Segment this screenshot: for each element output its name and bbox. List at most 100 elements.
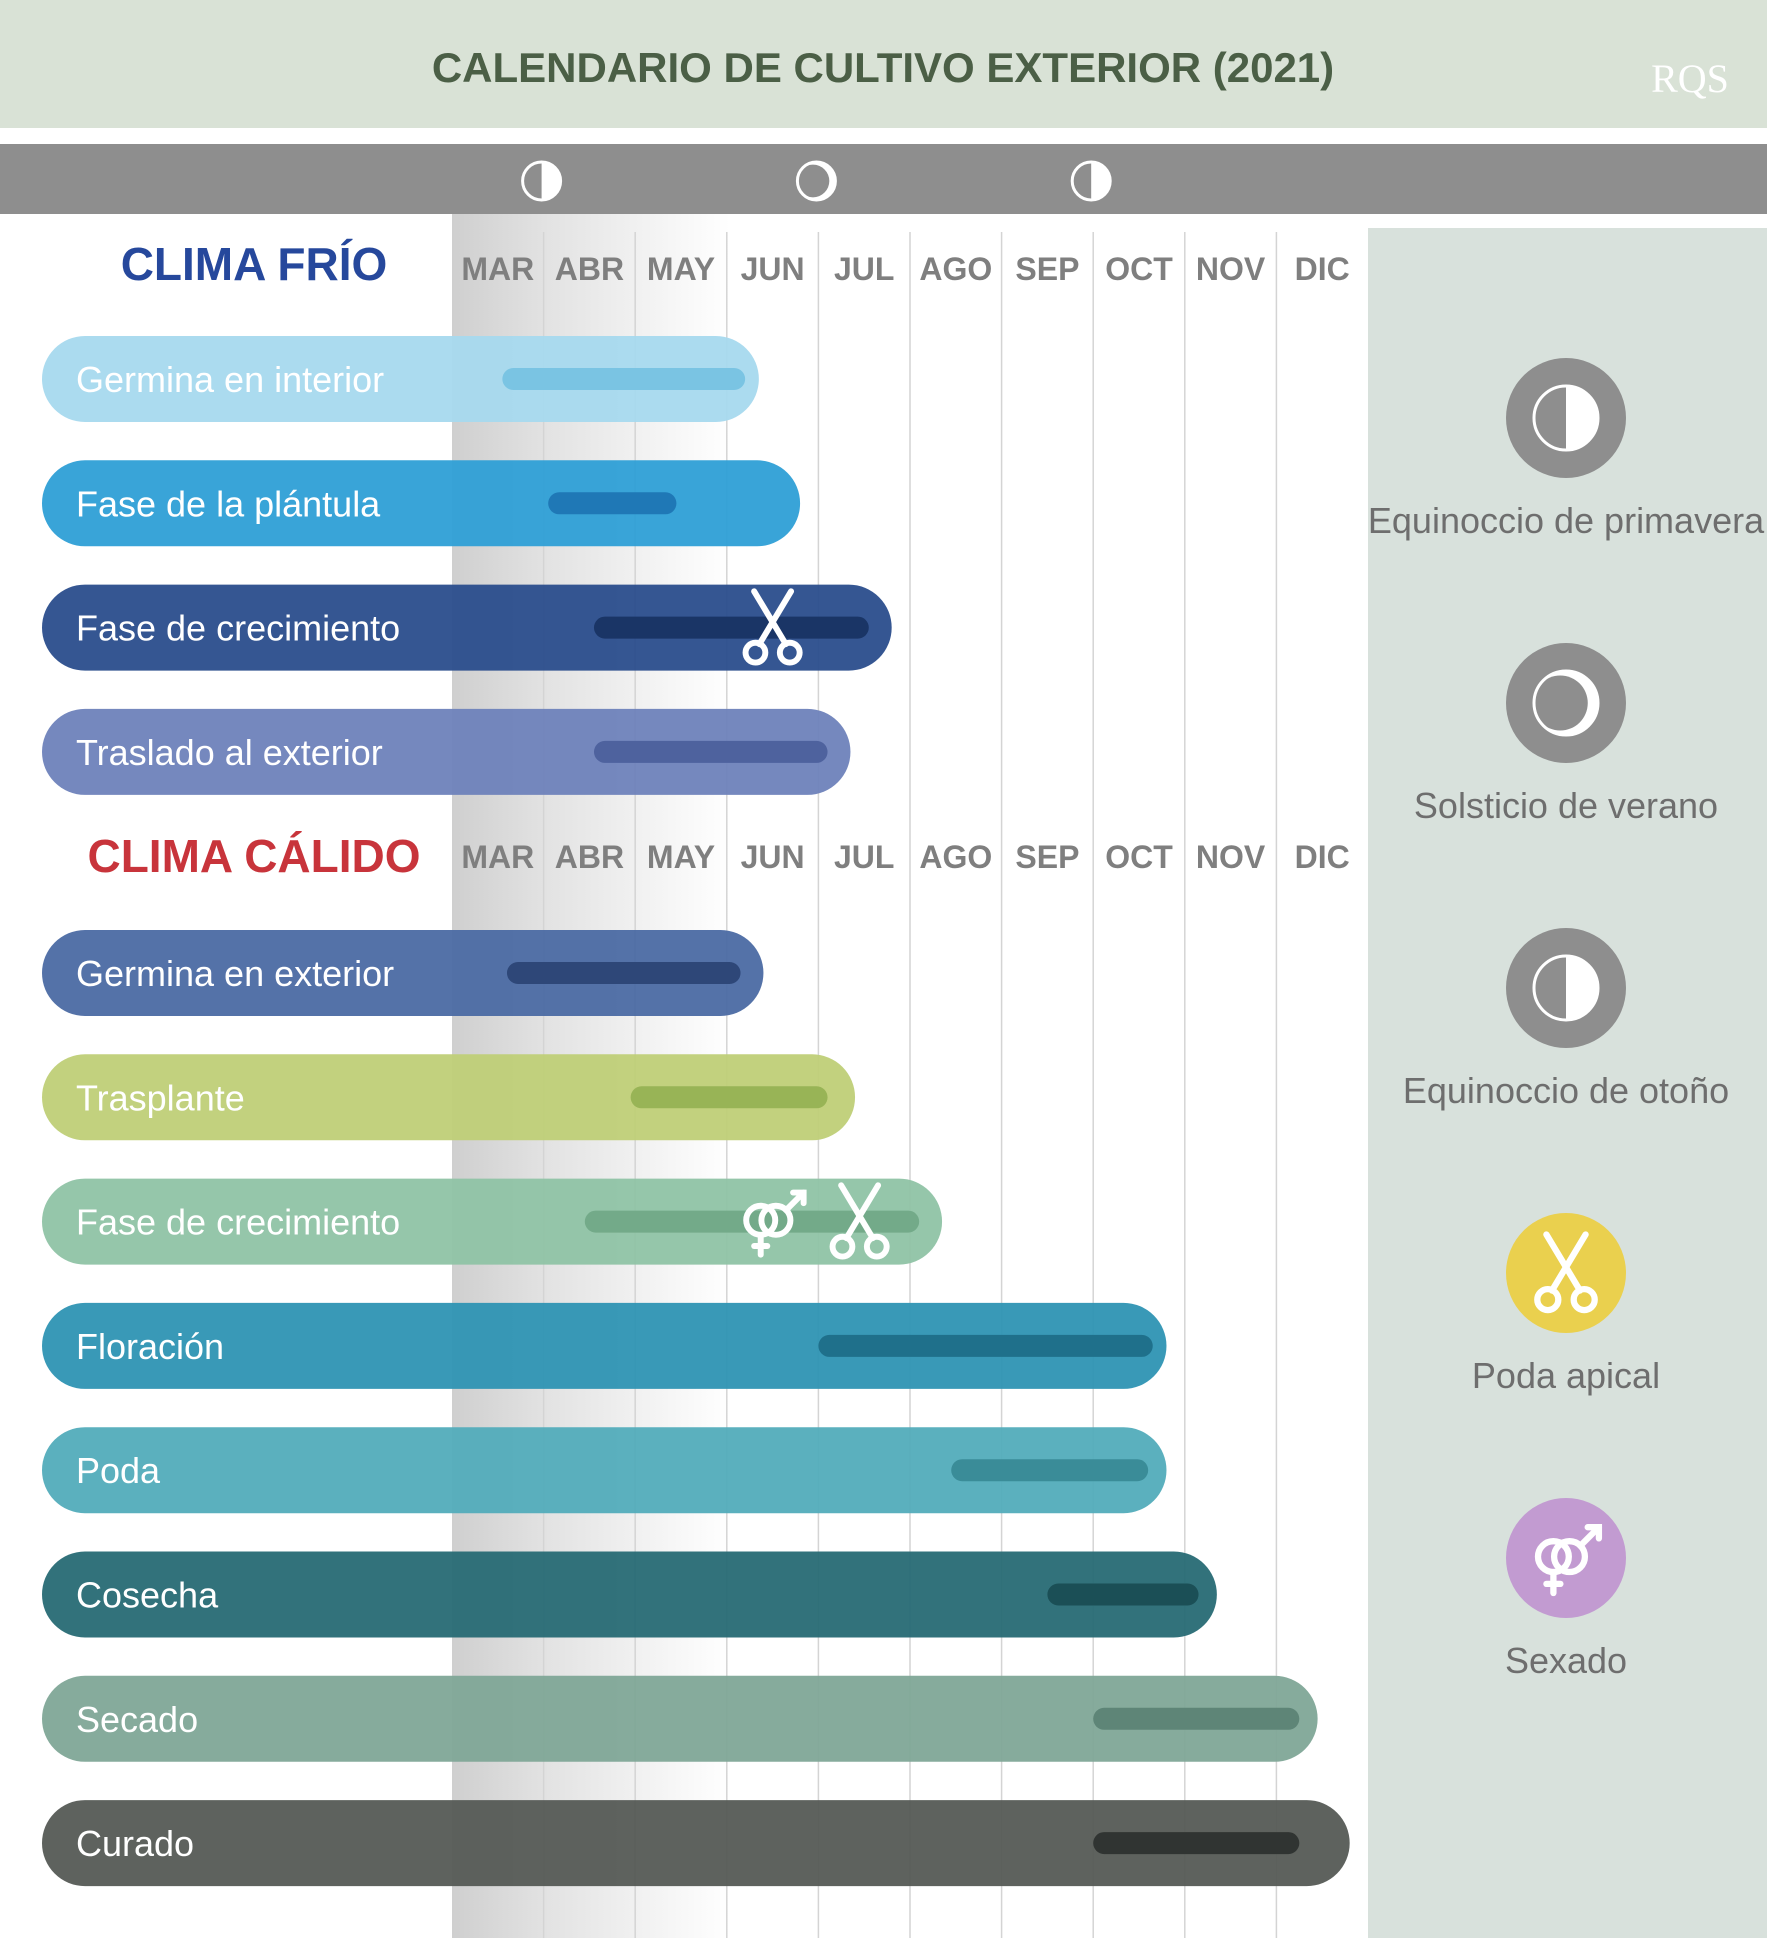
month-label: JUL [834, 251, 894, 287]
section-title: CLIMA FRÍO [121, 238, 388, 290]
month-label: MAR [461, 839, 534, 875]
legend-item: Solsticio de verano [1414, 643, 1718, 826]
scissors-blade [843, 1182, 882, 1242]
scissors-handle [742, 639, 769, 666]
month-label: OCT [1105, 839, 1173, 875]
task-range [593, 740, 828, 763]
moon-outline [1070, 160, 1112, 202]
task-row: Traslado al exterior [42, 708, 851, 795]
sex-symbol-icon [743, 1189, 807, 1258]
month-label: AGO [919, 839, 992, 875]
half-moon-icon [1070, 160, 1112, 202]
moon-shadow [1534, 386, 1566, 450]
month-label: NOV [1196, 839, 1266, 875]
task-row: Secado [42, 1675, 1318, 1762]
month-label: MAY [647, 251, 715, 287]
scissors-icon [742, 588, 803, 666]
section-warm-climate: CLIMA CÁLIDO MAR ABR MAY JUN JUL AGO SEP OCT NOV D… [42, 830, 1350, 1887]
task-bar [42, 1427, 1167, 1514]
task-label: Curado [76, 1823, 194, 1864]
moon-phase-band [0, 144, 1767, 214]
month-label: MAR [461, 251, 534, 287]
half-moon-icon [521, 160, 563, 202]
moon-outline [521, 160, 563, 202]
task-row: Germina en exterior [42, 930, 764, 1016]
legend-item: Equinoccio de otoño [1403, 928, 1729, 1111]
crescent-moon-icon [1532, 669, 1600, 737]
task-range [506, 962, 741, 984]
task-range [593, 616, 869, 639]
task-label: Floración [76, 1326, 224, 1367]
scissors-blade [1543, 1231, 1584, 1294]
legend-label: Equinoccio de primavera [1368, 500, 1765, 541]
month-grid [521, 160, 1278, 1938]
month-label: MAY [647, 839, 715, 875]
scissors-blade [756, 588, 795, 648]
task-bar [42, 1551, 1217, 1638]
moon-shadow [1072, 162, 1092, 200]
moon-shadow [1532, 675, 1588, 731]
task-range [1093, 1707, 1300, 1730]
task-bar [42, 460, 801, 547]
task-bar [42, 930, 764, 1016]
moon-outline [795, 160, 837, 202]
task-bar [42, 1054, 856, 1141]
legend-panel [1368, 228, 1767, 1938]
month-label: DIC [1295, 251, 1350, 287]
task-label: Secado [76, 1699, 198, 1740]
legend-item: Poda apical [1472, 1213, 1660, 1396]
half-moon-icon [1532, 954, 1600, 1022]
task-row: Cosecha [42, 1551, 1217, 1638]
task-row: Floración [42, 1302, 1167, 1389]
task-bar [42, 336, 759, 422]
male-ring [758, 1202, 794, 1238]
month-label: DIC [1295, 839, 1350, 875]
moon-shadow [522, 162, 542, 200]
legend: Equinoccio de primavera Solsticio de vera… [1368, 358, 1765, 1681]
task-label: Cosecha [76, 1575, 219, 1616]
scissors-handle [1534, 1285, 1562, 1314]
scissors-icon [829, 1182, 890, 1260]
task-label: Poda [76, 1450, 161, 1491]
scissors-handle [863, 1233, 890, 1260]
task-bar [42, 1302, 1167, 1389]
scissors-blade [838, 1182, 876, 1242]
header-band [0, 0, 1767, 128]
rqs-logo: RQS [1651, 56, 1729, 101]
moon-outline [1532, 384, 1600, 452]
task-label: Germina en interior [76, 359, 384, 400]
month-label: ABR [555, 839, 624, 875]
scissors-blade [1548, 1231, 1589, 1294]
half-moon-icon [1532, 384, 1600, 452]
moon-shadow [796, 164, 830, 198]
task-range [1047, 1583, 1199, 1606]
month-label: OCT [1105, 251, 1173, 287]
scissors-handle [776, 639, 803, 666]
sections: CLIMA FRÍO MAR ABR MAY JUN JUL AGO SEP OCT NOV DIC… [42, 238, 1350, 1887]
month-label: NOV [1196, 251, 1266, 287]
crescent-moon-icon [795, 160, 837, 202]
moon-outline [1532, 954, 1600, 1022]
legend-label: Equinoccio de otoño [1403, 1070, 1729, 1111]
task-label: Fase de crecimiento [76, 1202, 400, 1243]
section-cold-climate: CLIMA FRÍO MAR ABR MAY JUN JUL AGO SEP OCT NOV DIC… [42, 238, 1350, 795]
task-bar [42, 584, 892, 671]
scissors-handle [1570, 1285, 1598, 1314]
month-label: JUL [834, 839, 894, 875]
task-bar [42, 1178, 943, 1265]
legend-label: Solsticio de verano [1414, 785, 1718, 826]
task-range [1093, 1832, 1300, 1855]
task-range [502, 368, 746, 390]
task-bar [42, 708, 851, 795]
page-title: CALENDARIO DE CULTIVO EXTERIOR (2021) [432, 44, 1334, 91]
legend-item: Sexado [1505, 1498, 1627, 1681]
month-label: SEP [1015, 839, 1079, 875]
task-bar [42, 1800, 1350, 1887]
legend-item: Equinoccio de primavera [1368, 358, 1765, 541]
legend-label: Sexado [1505, 1640, 1627, 1681]
task-label: Trasplante [76, 1077, 245, 1118]
male-ring [1550, 1538, 1589, 1576]
month-label: AGO [919, 251, 992, 287]
month-label: JUN [741, 839, 805, 875]
